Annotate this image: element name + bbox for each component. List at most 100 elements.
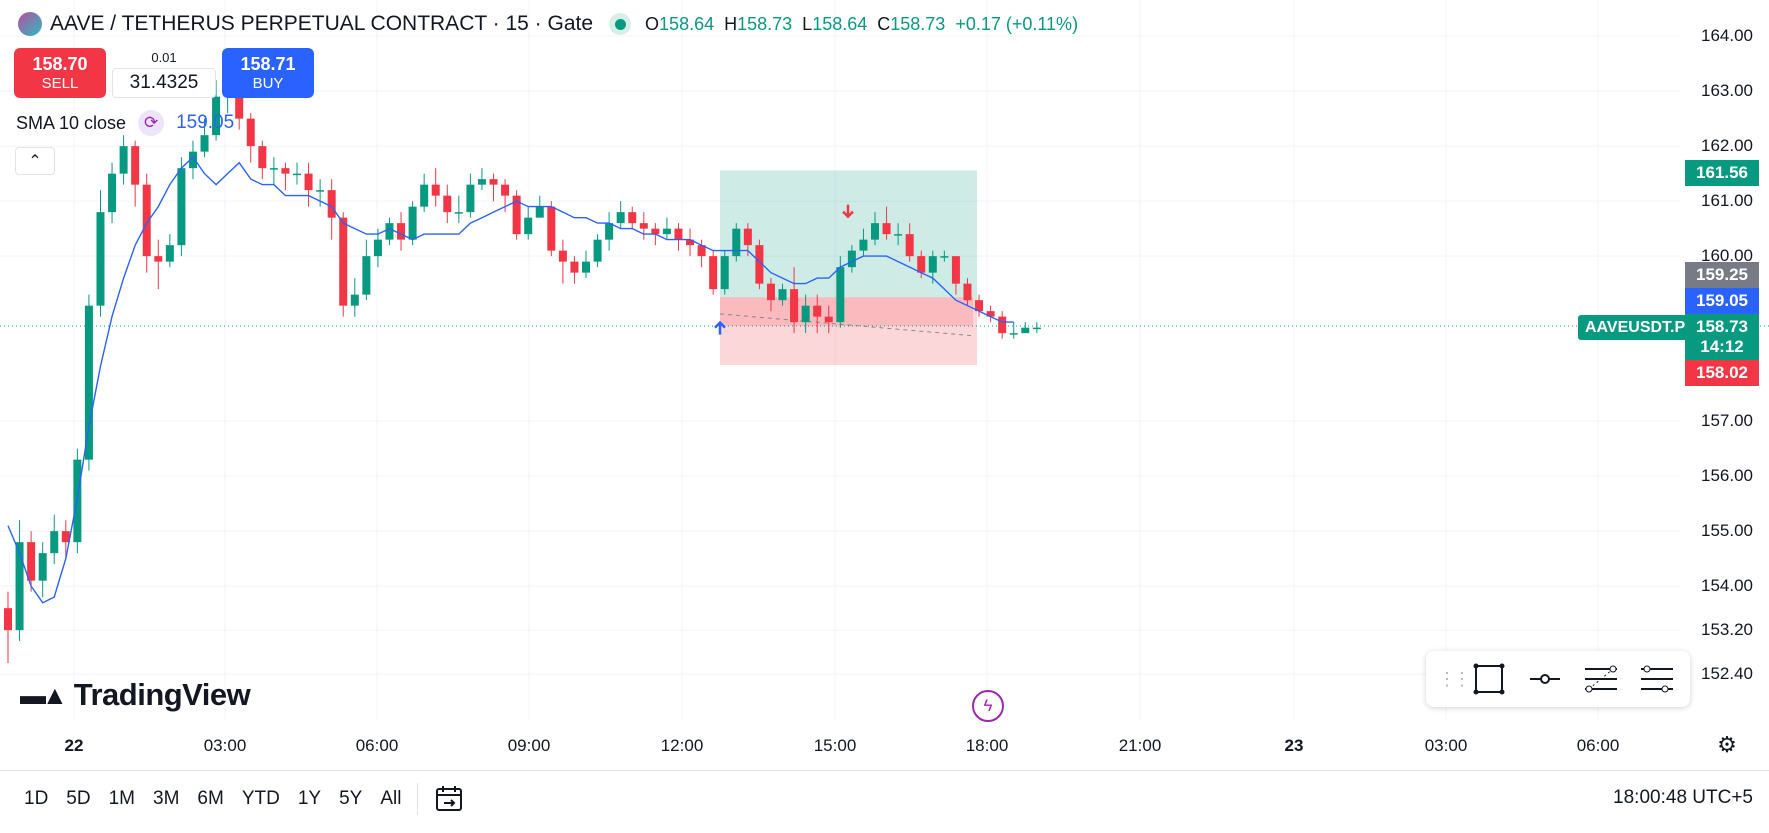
candle-body — [535, 206, 544, 218]
candle-body — [570, 261, 579, 273]
range-selector: 1D 5D 1M 3M 6M YTD 1Y 5Y All — [24, 788, 401, 810]
range-1y[interactable]: 1Y — [297, 787, 322, 809]
candle-body — [766, 283, 775, 301]
candle-body — [316, 190, 325, 192]
candle-body — [246, 118, 255, 147]
sell-signal-arrow-icon — [842, 204, 854, 219]
candle-body — [836, 267, 845, 323]
range-5y[interactable]: 5Y — [339, 787, 363, 809]
ohlc-values: O158.64 H158.73 L158.64 C158.73 +0.17 (+… — [645, 14, 1078, 35]
quick-trade-panel: 158.70 SELL 0.01 31.4325 158.71 BUY — [14, 48, 314, 98]
indicator-value: 159.05 — [176, 112, 235, 133]
buy-signal-arrow-icon — [714, 320, 726, 335]
candle-body — [304, 173, 313, 191]
candle-body — [894, 234, 903, 236]
quantity-input[interactable]: 31.4325 — [112, 68, 216, 98]
tradingview-logo[interactable]: ▬▲ TradingView — [20, 677, 251, 713]
candle-body — [616, 212, 625, 224]
range-ytd[interactable]: YTD — [241, 787, 280, 809]
symbol-title[interactable]: AAVE / TETHERUS PERPETUAL CONTRACT · 15 … — [50, 12, 594, 35]
range-1m[interactable]: 1M — [108, 787, 135, 809]
candle-body — [293, 173, 301, 176]
candle-body — [420, 184, 429, 207]
toolbar-divider — [417, 782, 419, 815]
range-5d[interactable]: 5D — [66, 787, 91, 809]
range-all[interactable]: All — [380, 787, 402, 809]
candle-body — [917, 256, 926, 273]
candle-body — [177, 168, 186, 246]
rectangle-tool-icon[interactable] — [1470, 660, 1508, 698]
candle-body — [824, 316, 833, 323]
price-tick-label: 156.00 — [1701, 466, 1753, 486]
grip-icon[interactable]: ⋮⋮ — [1438, 668, 1471, 689]
cycle-icon[interactable]: ⟳ — [138, 110, 165, 136]
candle-body — [662, 228, 671, 235]
candle-body — [431, 184, 440, 196]
candle-body — [339, 217, 348, 306]
candle-body — [477, 179, 486, 185]
time-tick-label: 21:00 — [1118, 736, 1162, 755]
candle-body — [628, 212, 637, 224]
indicator-legend[interactable]: SMA 10 close ⟳ 159.05 — [16, 110, 234, 136]
range-3m[interactable]: 3M — [153, 787, 180, 809]
sell-button[interactable]: 158.70 SELL — [14, 48, 106, 98]
last-price: 158.73 — [1696, 317, 1748, 336]
chevron-up-icon: ⌃ — [28, 153, 42, 170]
price-tick-label: 152.40 — [1701, 664, 1753, 684]
candle-body — [743, 228, 752, 246]
candle-body — [755, 245, 764, 284]
range-6m[interactable]: 6M — [197, 787, 224, 809]
candle-body — [790, 289, 799, 323]
candle-body — [847, 250, 856, 268]
candle-body — [4, 608, 12, 631]
change-value: +0.17 (+0.11%) — [955, 13, 1079, 34]
candle-body — [501, 184, 510, 196]
candle-body — [327, 190, 336, 218]
sell-price: 158.70 — [32, 54, 88, 74]
stop-price-tag: 158.02 — [1685, 360, 1759, 386]
range-1d[interactable]: 1D — [24, 787, 49, 809]
candle-body — [593, 239, 602, 262]
candle-body — [986, 311, 995, 317]
settings-gear-icon[interactable]: ⚙ — [1717, 732, 1737, 757]
candle-body — [998, 316, 1007, 334]
candle-body — [50, 531, 59, 554]
candle-body — [350, 294, 359, 306]
parallel-channel-icon[interactable] — [1638, 660, 1676, 698]
collapse-legend-button[interactable]: ⌃ — [15, 147, 55, 175]
target-price-tag: 161.56 — [1685, 160, 1759, 186]
reference-price-tag: 159.25 — [1685, 262, 1759, 288]
lightning-icon[interactable]: ϟ — [972, 690, 1004, 722]
candle-body — [605, 223, 614, 240]
candle-body — [108, 173, 117, 213]
chart-clock[interactable]: 18:00:48 UTC+5 — [1613, 787, 1753, 808]
candle-body — [582, 261, 590, 273]
candle-body — [385, 223, 394, 240]
candle-body — [38, 553, 47, 581]
buy-button[interactable]: 158.71 BUY — [222, 48, 314, 98]
candle-body — [1021, 327, 1030, 334]
price-tick-label: 161.00 — [1701, 191, 1753, 211]
candle-body — [15, 542, 24, 631]
candle-body — [200, 135, 209, 152]
candle-body — [454, 212, 463, 214]
time-tick-label: 03:00 — [203, 736, 247, 755]
candle-body — [813, 305, 822, 317]
candle-body — [373, 239, 382, 257]
fib-retracement-icon[interactable] — [1582, 660, 1620, 698]
candle-body — [397, 223, 406, 240]
high-key: H — [724, 13, 738, 34]
candle-body — [674, 228, 683, 240]
chart-canvas[interactable] — [0, 0, 1769, 770]
candle-body — [443, 195, 452, 213]
price-tick-label: 154.00 — [1701, 576, 1753, 596]
candle-body — [212, 96, 221, 136]
symbol-price-label: AAVEUSDT.P — [1578, 315, 1693, 340]
symbol-header: AAVE / TETHERUS PERPETUAL CONTRACT · 15 … — [18, 10, 1078, 38]
candle-body — [235, 91, 244, 119]
time-tick-label: 06:00 — [1576, 736, 1620, 755]
candle-body — [165, 245, 174, 262]
calendar-goto-icon[interactable] — [432, 782, 466, 816]
horizontal-ray-icon[interactable] — [1526, 660, 1564, 698]
price-tick-label: 162.00 — [1701, 136, 1753, 156]
